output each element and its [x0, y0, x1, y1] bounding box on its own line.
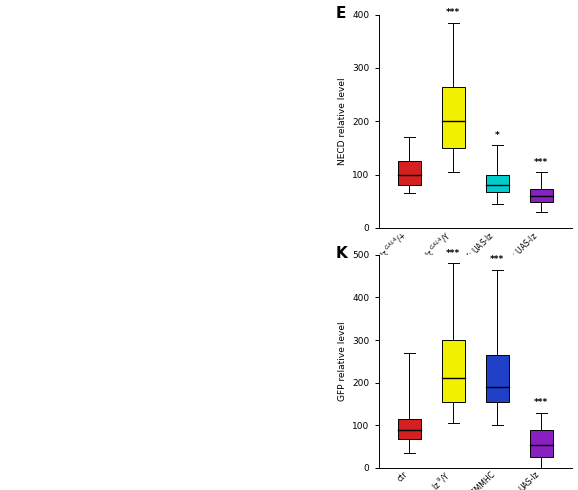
- Y-axis label: NECD relative level: NECD relative level: [338, 77, 347, 165]
- Bar: [398, 419, 421, 439]
- Bar: [530, 430, 553, 457]
- Bar: [398, 161, 421, 185]
- Text: ***: ***: [446, 249, 461, 258]
- Text: *: *: [495, 131, 500, 140]
- Text: ***: ***: [534, 158, 549, 167]
- Bar: [442, 340, 465, 402]
- Text: ***: ***: [446, 8, 461, 17]
- Bar: [486, 355, 509, 402]
- Y-axis label: GFP relative level: GFP relative level: [338, 321, 347, 401]
- Text: ***: ***: [490, 255, 505, 265]
- Text: E: E: [336, 6, 346, 21]
- Bar: [442, 87, 465, 148]
- Text: ***: ***: [534, 398, 549, 407]
- Text: K: K: [336, 246, 348, 261]
- Bar: [486, 174, 509, 192]
- Bar: [530, 190, 553, 202]
